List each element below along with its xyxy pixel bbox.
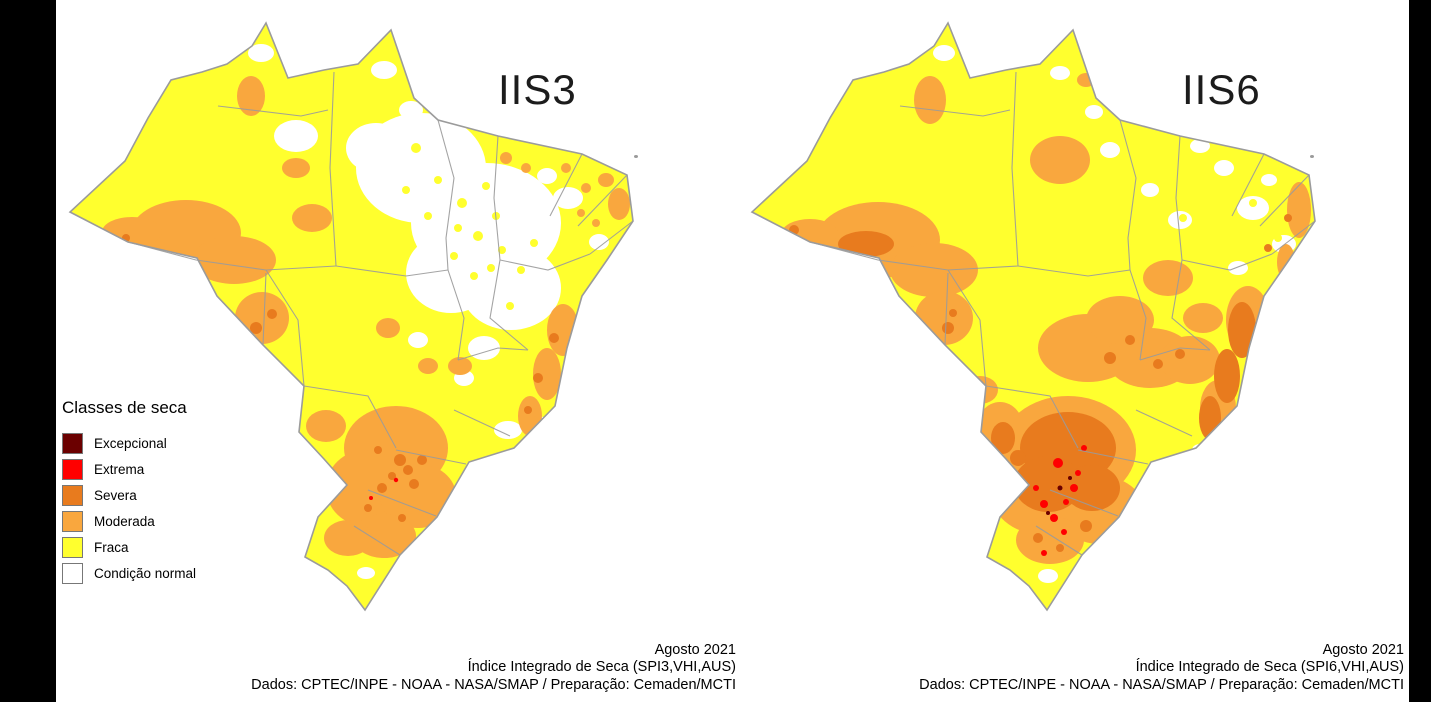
caption-line: Índice Integrado de Seca (SPI3,VHI,AUS) [467, 659, 736, 675]
legend-label: Fraca [94, 539, 129, 555]
brazil-outline [750, 21, 1316, 612]
caption-iis3: Agosto 2021 Índice Integrado de Seca (SP… [251, 642, 736, 695]
legend-item-extrema: Extrema [62, 456, 196, 482]
drought-layer-severa [789, 214, 1292, 552]
state-borders [809, 71, 1316, 556]
legend-item-fraca: Fraca [62, 534, 196, 560]
legend-item-excepcional: Excepcional [62, 430, 196, 456]
island-dot [1310, 155, 1314, 158]
legend-label: Extrema [94, 461, 145, 477]
legend-swatch-fraca [62, 536, 83, 558]
legend-item-moderada: Moderada [62, 508, 196, 534]
legend-swatch-condicao-normal [62, 562, 83, 584]
brazil-choropleth-iis3 [68, 21, 634, 612]
state-borders [127, 71, 634, 556]
brazil-outline [68, 21, 634, 612]
left-black-bar [0, 0, 56, 702]
brazil-choropleth-iis6 [750, 21, 1316, 612]
map-title-iis3: IIS3 [498, 66, 577, 113]
legend-label: Excepcional [94, 435, 167, 451]
legend-label: Severa [94, 487, 137, 503]
drought-legend: Classes de seca Excepcional Extrema Seve… [62, 398, 196, 586]
legend-title: Classes de seca [62, 398, 187, 417]
legend-swatch-excepcional [62, 432, 83, 454]
island-dot [634, 155, 638, 158]
caption-line: Índice Integrado de Seca (SPI6,VHI,AUS) [1135, 659, 1404, 675]
map-panel-iis6: IIS6 [740, 0, 1408, 702]
drought-layer-excepcional [1046, 476, 1072, 515]
caption-line: Dados: CPTEC/INPE - NOAA - NASA/SMAP / P… [251, 676, 736, 693]
legend-swatch-severa [62, 484, 83, 506]
map-title-iis6: IIS6 [1182, 66, 1261, 113]
drought-layer-moderada [102, 76, 630, 558]
caption-iis6: Agosto 2021 Índice Integrado de Seca (SP… [919, 642, 1404, 695]
drought-layer-extrema [1033, 445, 1087, 556]
drought-layer-weak-speckles [1179, 199, 1282, 242]
drought-layer-extrema [369, 477, 399, 500]
legend-label: Moderada [94, 513, 155, 529]
drought-fill-layers [752, 23, 1315, 610]
legend-label: Condição normal [94, 565, 197, 581]
caption-line: Dados: CPTEC/INPE - NOAA - NASA/SMAP / P… [919, 676, 1404, 693]
caption-line: Agosto 2021 [654, 641, 736, 658]
right-black-bar [1409, 0, 1431, 702]
map-panel-iis3: IIS3 [56, 0, 740, 702]
legend-item-severa: Severa [62, 482, 196, 508]
caption-line: Agosto 2021 [1322, 641, 1404, 658]
legend-swatch-moderada [62, 510, 83, 532]
legend-swatch-extrema [62, 458, 83, 480]
legend-item-condicao-normal: Condição normal [62, 560, 196, 586]
